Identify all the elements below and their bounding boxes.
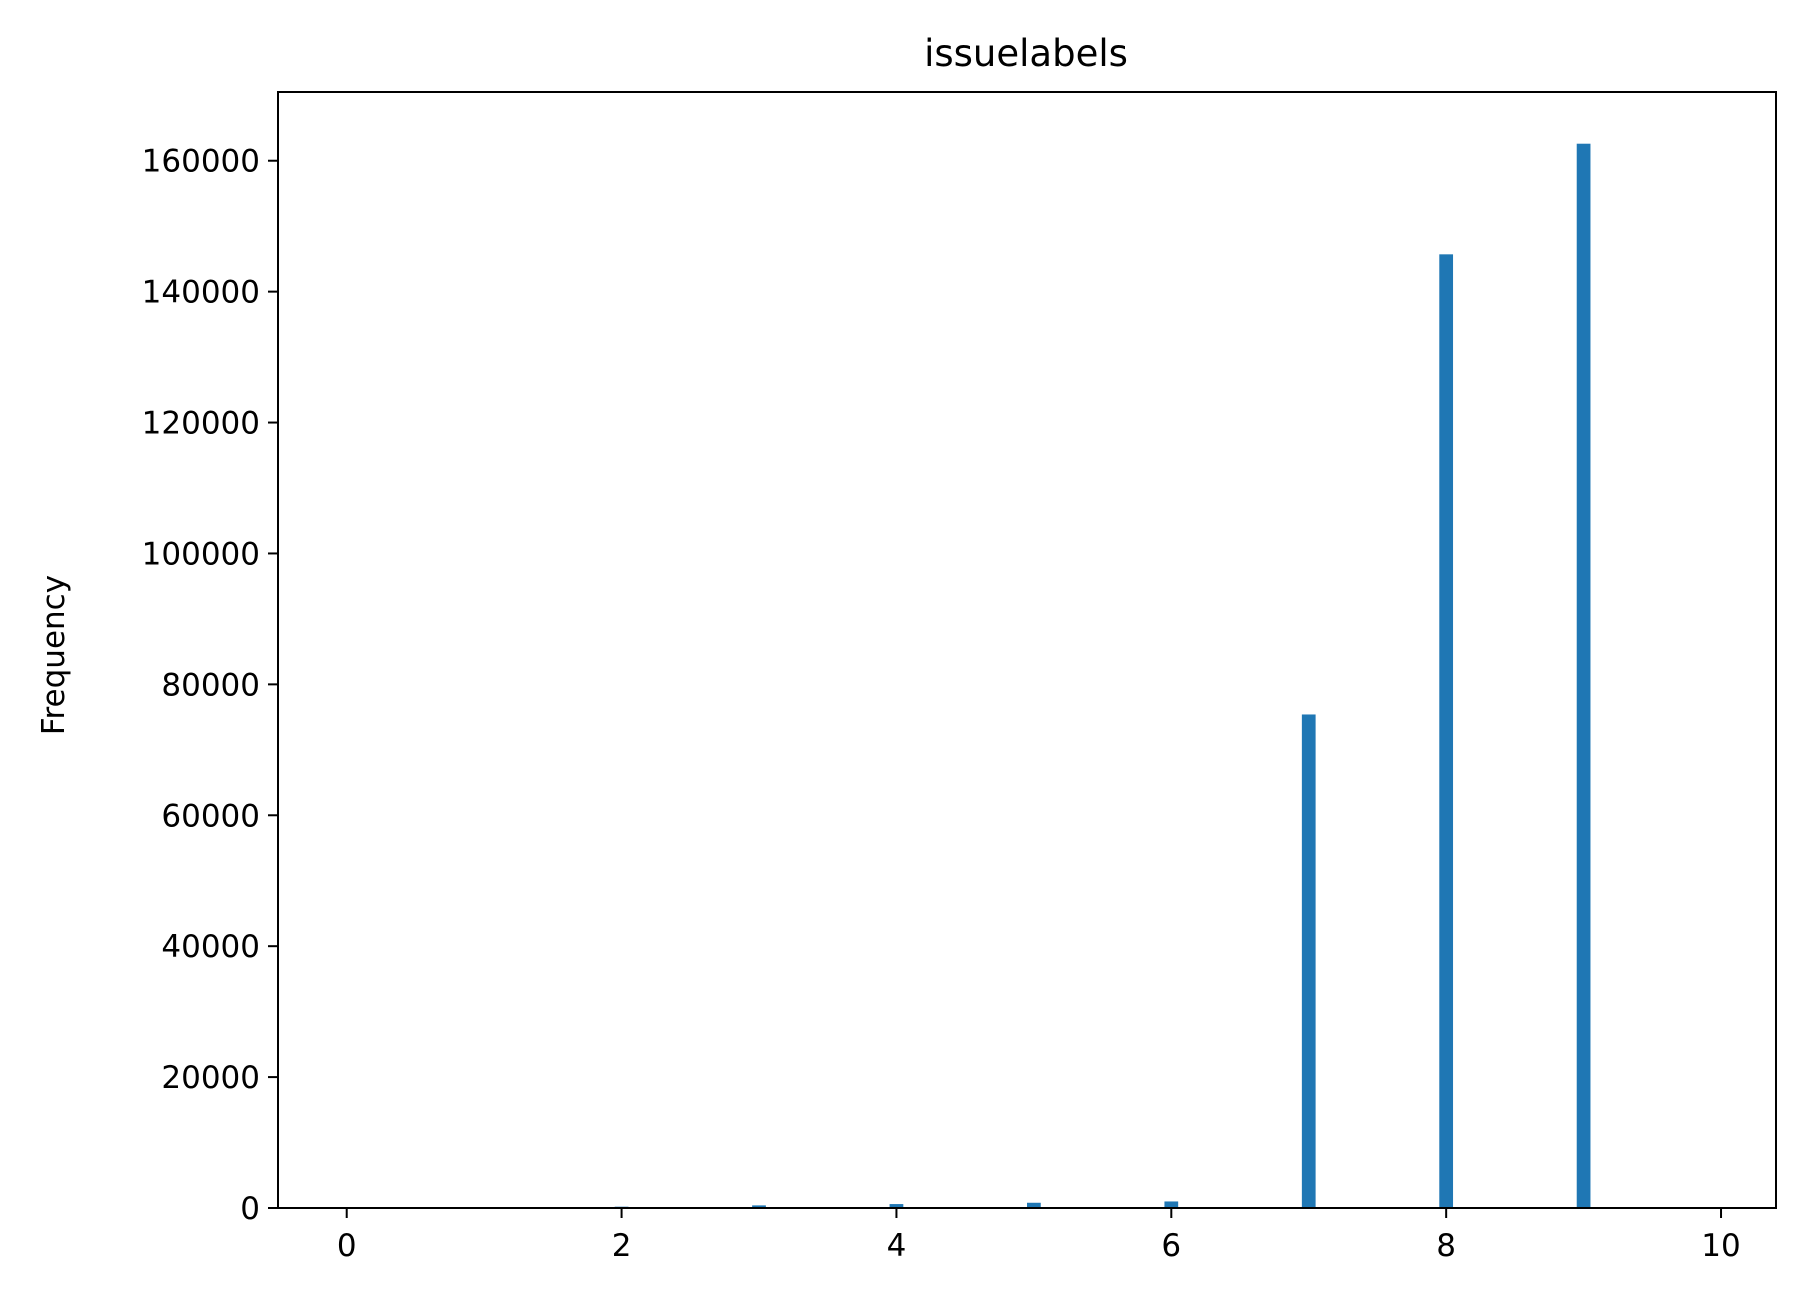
- y-axis-ticks: 0 20000 40000 60000 80000 100000 120000 140000 1…: [142, 144, 278, 1227]
- plot-frame: [277, 91, 1777, 1209]
- bar-8: [1439, 254, 1454, 1208]
- bar-3: [752, 1205, 766, 1208]
- x-tick-label: 10: [1701, 1228, 1740, 1264]
- y-tick-label: 80000: [161, 667, 260, 703]
- x-tick-label: 0: [337, 1228, 357, 1264]
- bar-6: [1164, 1201, 1179, 1208]
- y-tick-label: 0: [240, 1191, 260, 1227]
- bar-4: [889, 1204, 904, 1208]
- y-tick-label: 20000: [161, 1060, 260, 1096]
- y-tick-label: 160000: [142, 144, 260, 180]
- y-axis-label: Frequency: [36, 575, 72, 735]
- y-tick-label: 140000: [142, 275, 260, 311]
- y-tick-label: 120000: [142, 406, 260, 442]
- y-tick-label: 60000: [161, 798, 260, 834]
- x-tick-label: 6: [1161, 1228, 1181, 1264]
- x-tick-label: 4: [887, 1228, 907, 1264]
- y-tick-label: 40000: [161, 929, 260, 965]
- y-tick-label: 100000: [142, 536, 260, 572]
- x-tick-label: 2: [612, 1228, 632, 1264]
- bars-group: [614, 143, 1591, 1208]
- bar-9: [1576, 143, 1591, 1208]
- bar-7: [1301, 714, 1316, 1208]
- x-tick-label: 8: [1436, 1228, 1456, 1264]
- chart-title: issuelabels: [924, 32, 1128, 75]
- x-axis-ticks: 0 2 4 6 8 10: [337, 1208, 1741, 1264]
- bar-5: [1027, 1202, 1041, 1208]
